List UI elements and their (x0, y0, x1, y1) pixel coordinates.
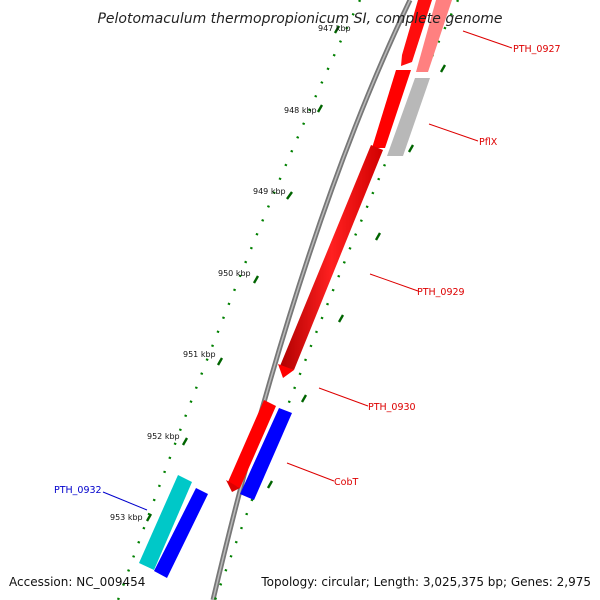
gene-feature-blue-953[interactable] (154, 488, 208, 578)
gene-feature-pth-0927-light[interactable] (416, 0, 452, 72)
tick-label: 952 kbp (147, 432, 180, 441)
map-title: Pelotomaculum thermopropionicum SI, comp… (97, 11, 502, 27)
gene-labels: PTH_0927 PflX PTH_0929 PTH_0930 CobT PTH… (54, 44, 561, 496)
tick-ring-inner (116, 0, 362, 600)
genome-summary-text: Topology: circular; Length: 3,025,375 bp… (260, 575, 591, 589)
gene-label-pth-0930[interactable]: PTH_0930 (368, 402, 416, 413)
accession-text: Accession: NC_009454 (9, 575, 145, 589)
gene-feature-pflx[interactable] (387, 78, 430, 156)
tick-labels: 947 kbp 948 kbp 949 kbp 950 kbp 951 kbp … (110, 24, 351, 522)
genome-backbone-highlight (212, 0, 411, 600)
tick-marks (145, 25, 447, 522)
tick-label: 950 kbp (218, 269, 251, 278)
gene-feature-pth-0930-head[interactable] (226, 480, 240, 492)
tick-label: 951 kbp (183, 350, 216, 359)
gene-callouts (102, 30, 513, 511)
gene-feature-pth-0929[interactable] (280, 145, 383, 370)
tick-label: 949 kbp (253, 187, 286, 196)
gene-feature-cobt[interactable] (240, 408, 292, 500)
gene-feature-pth-0930[interactable] (228, 400, 276, 488)
gene-feature-pth-0927[interactable] (401, 0, 432, 66)
gene-feature-pth-0932[interactable] (139, 475, 192, 570)
tick-label: 953 kbp (110, 513, 143, 522)
gene-label-pflx[interactable]: PflX (479, 137, 498, 148)
gene-label-pth-0927[interactable]: PTH_0927 (513, 44, 561, 55)
tick-label: 948 kbp (284, 106, 317, 115)
gene-label-pth-0932[interactable]: PTH_0932 (54, 485, 102, 496)
tick-label: 947 kbp (318, 24, 351, 33)
gene-features (139, 0, 452, 578)
gene-label-cobt[interactable]: CobT (334, 477, 358, 488)
gene-feature-red-948[interactable] (372, 70, 411, 148)
gene-label-pth-0929[interactable]: PTH_0929 (417, 287, 465, 298)
gene-feature-pth-0929-head[interactable] (278, 364, 294, 378)
